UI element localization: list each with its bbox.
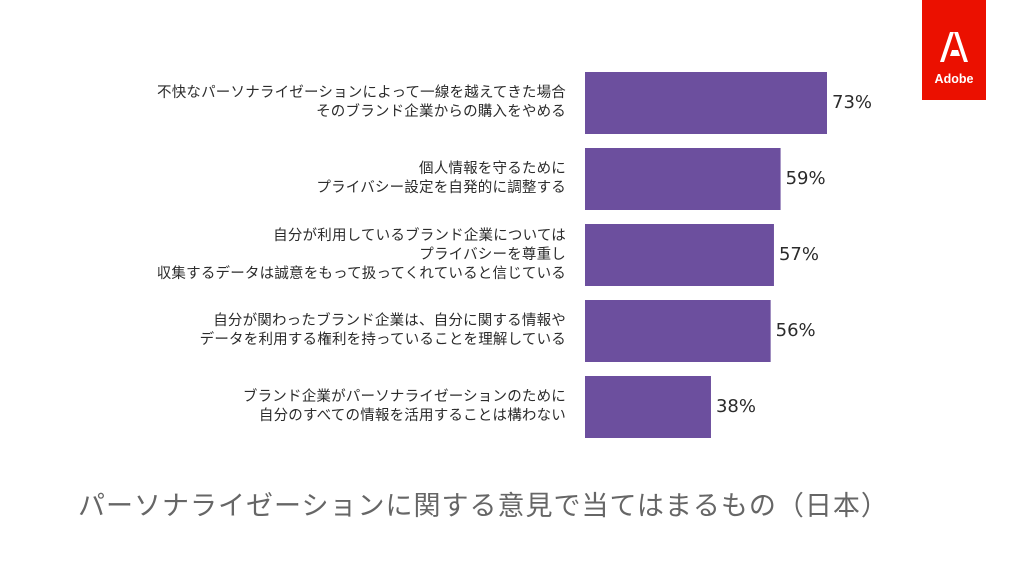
category-label-line: 自分が関わったブランド企業は、自分に関する情報や <box>213 313 566 329</box>
bar-5 <box>585 376 711 438</box>
value-label-2: 59% <box>785 168 826 189</box>
category-label-line: ブランド企業がパーソナライゼーションのために <box>242 389 566 405</box>
category-label-line: 個人情報を守るために <box>419 161 566 177</box>
category-label-line: そのブランド企業からの購入をやめる <box>316 104 566 120</box>
bar-4 <box>585 300 771 362</box>
value-label-5: 38% <box>715 396 756 417</box>
category-label-line: 収集するデータは誠意をもって扱ってくれていると信じている <box>156 265 566 282</box>
chart-title: パーソナライゼーションに関する意見で当てはまるもの（日本） <box>78 491 889 522</box>
value-label-4: 56% <box>775 320 816 341</box>
bar-1 <box>585 72 827 134</box>
value-label-3: 57% <box>778 244 819 265</box>
brand-name: Adobe <box>934 72 974 86</box>
category-label-3: 自分が利用しているブランド企業についてはプライバシーを尊重し収集するデータは誠意… <box>6 227 566 284</box>
adobe-a-icon <box>940 32 968 62</box>
category-label-line: 自分のすべての情報を活用することは構わない <box>258 408 566 424</box>
category-label-line: 自分が利用しているブランド企業については <box>273 227 566 244</box>
value-label-1: 73% <box>832 92 873 113</box>
category-label-line: 不快なパーソナライゼーションによって一線を越えてきた場合 <box>157 85 566 101</box>
category-label-4: 自分が関わったブランド企業は、自分に関する情報やデータを利用する権利を持っている… <box>6 312 566 350</box>
bar-2 <box>585 148 781 210</box>
category-label-1: 不快なパーソナライゼーションによって一線を越えてきた場合そのブランド企業からの購… <box>6 84 566 122</box>
category-label-2: 個人情報を守るためにプライバシー設定を自発的に調整する <box>6 160 566 198</box>
category-label-5: ブランド企業がパーソナライゼーションのために自分のすべての情報を活用することは構… <box>6 388 566 426</box>
category-label-line: プライバシーを尊重し <box>419 246 566 263</box>
category-label-line: データを利用する権利を持っていることを理解している <box>199 332 566 348</box>
bar-3 <box>585 224 774 286</box>
category-label-line: プライバシー設定を自発的に調整する <box>316 180 566 196</box>
adobe-logo: Adobe <box>922 0 986 100</box>
